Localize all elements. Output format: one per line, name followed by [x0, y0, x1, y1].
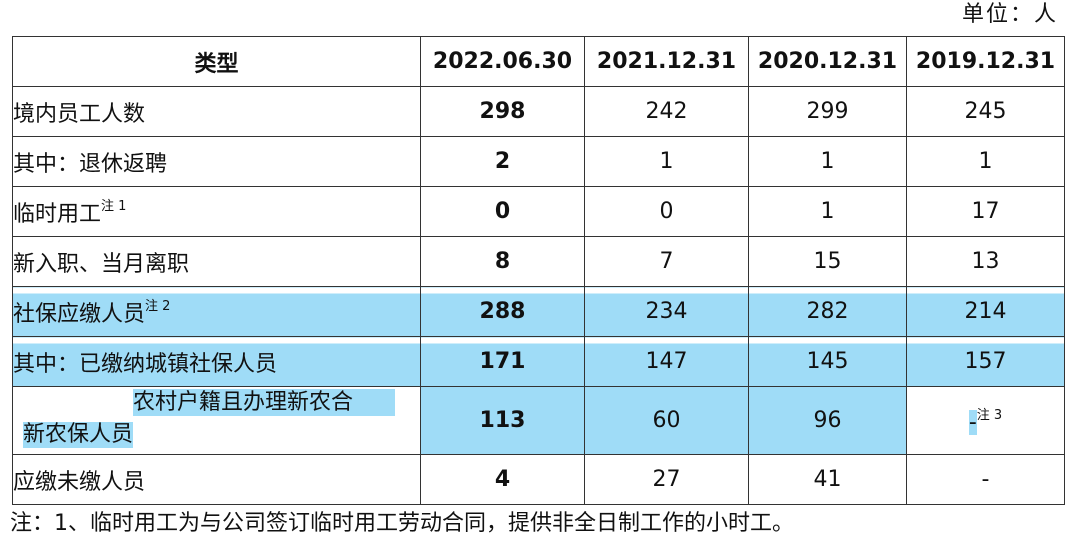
cell-value: 96 [748, 386, 907, 455]
row-label-sub: 农村户籍且办理新农合 [133, 389, 395, 416]
row-label: 其中：已缴纳城镇社保人员 [12, 336, 421, 387]
cell-value: 41 [748, 454, 907, 505]
rural-label-wrap: 农村户籍且办理新农合 新农保人员 [13, 387, 420, 454]
cell-value: 60 [584, 386, 749, 455]
cell-value: 145 [748, 336, 907, 387]
cell-value: 242 [584, 86, 749, 137]
table-row: 其中：退休返聘 2 1 1 1 [12, 136, 1065, 187]
cell-value: 245 [906, 86, 1065, 137]
cell-value: 288 [420, 286, 585, 337]
footnote-marker: 注 2 [145, 299, 171, 315]
cell-value: 13 [906, 236, 1065, 287]
cell-value-text: - [968, 410, 977, 436]
cell-value: 27 [584, 454, 749, 505]
header-2022-06-30: 2022.06.30 [420, 36, 585, 87]
header-2019-12-31: 2019.12.31 [906, 36, 1065, 87]
row-label: 境内员工人数 [12, 86, 421, 137]
footnote-marker: 注 3 [976, 407, 1003, 423]
row-label: 其中：退休返聘 [12, 136, 421, 187]
cell-value: 0 [420, 186, 585, 237]
cell-value: 0 [584, 186, 749, 237]
cell-value: 7 [584, 236, 749, 287]
cell-value: 1 [906, 136, 1065, 187]
row-label-text: 社保应缴人员 [13, 301, 146, 327]
cell-value: 298 [420, 86, 585, 137]
cell-value: 1 [584, 136, 749, 187]
header-2020-12-31: 2020.12.31 [748, 36, 907, 87]
staff-table: 类型 2022.06.30 2021.12.31 2020.12.31 2019… [12, 36, 1065, 505]
table-row: 境内员工人数 298 242 299 245 [12, 86, 1065, 137]
table-row: 应缴未缴人员 4 27 41 - [12, 454, 1065, 505]
cell-value: 2 [420, 136, 585, 187]
cell-value: 299 [748, 86, 907, 137]
cell-value: 234 [584, 286, 749, 337]
row-label: 社保应缴人员注 2 [12, 286, 421, 337]
cell-value: 8 [420, 236, 585, 287]
table-row-highlighted: 社保应缴人员注 2 288 234 282 214 [12, 286, 1065, 337]
cell-value: 1 [748, 186, 907, 237]
table-row: 临时用工注 1 0 0 1 17 [12, 186, 1065, 237]
header-2021-12-31: 2021.12.31 [584, 36, 749, 87]
footnote: 注：1、临时用工为与公司签订临时用工劳动合同，提供非全日制工作的小时工。 [10, 511, 794, 536]
cell-value: 214 [906, 286, 1065, 337]
cell-value: 17 [906, 186, 1065, 237]
cell-value: -注 3 [906, 386, 1065, 455]
cell-value: 15 [748, 236, 907, 287]
table-row-highlighted: 其中：已缴纳城镇社保人员 171 147 145 157 [12, 336, 1065, 387]
row-label: 应缴未缴人员 [12, 454, 421, 505]
cell-value: 171 [420, 336, 585, 387]
cell-value: 113 [420, 386, 585, 455]
cell-value: - [906, 454, 1065, 505]
cell-value: 282 [748, 286, 907, 337]
cell-value: 157 [906, 336, 1065, 387]
cell-value: 1 [748, 136, 907, 187]
row-label: 农村户籍且办理新农合 新农保人员 [12, 386, 421, 455]
cell-value: 147 [584, 336, 749, 387]
table-row-highlighted: 农村户籍且办理新农合 新农保人员 113 60 96 -注 3 [12, 386, 1065, 455]
row-label-main: 新农保人员 [23, 422, 134, 448]
footnote-marker: 注 1 [101, 199, 127, 215]
table-row: 新入职、当月离职 8 7 15 13 [12, 236, 1065, 287]
header-row: 类型 2022.06.30 2021.12.31 2020.12.31 2019… [12, 36, 1065, 87]
row-label: 新入职、当月离职 [12, 236, 421, 287]
row-label-text: 临时用工 [13, 201, 102, 227]
unit-label: 单位：人 [961, 2, 1058, 27]
header-type: 类型 [12, 36, 421, 87]
cell-value: 4 [420, 454, 585, 505]
row-label: 临时用工注 1 [12, 186, 421, 237]
